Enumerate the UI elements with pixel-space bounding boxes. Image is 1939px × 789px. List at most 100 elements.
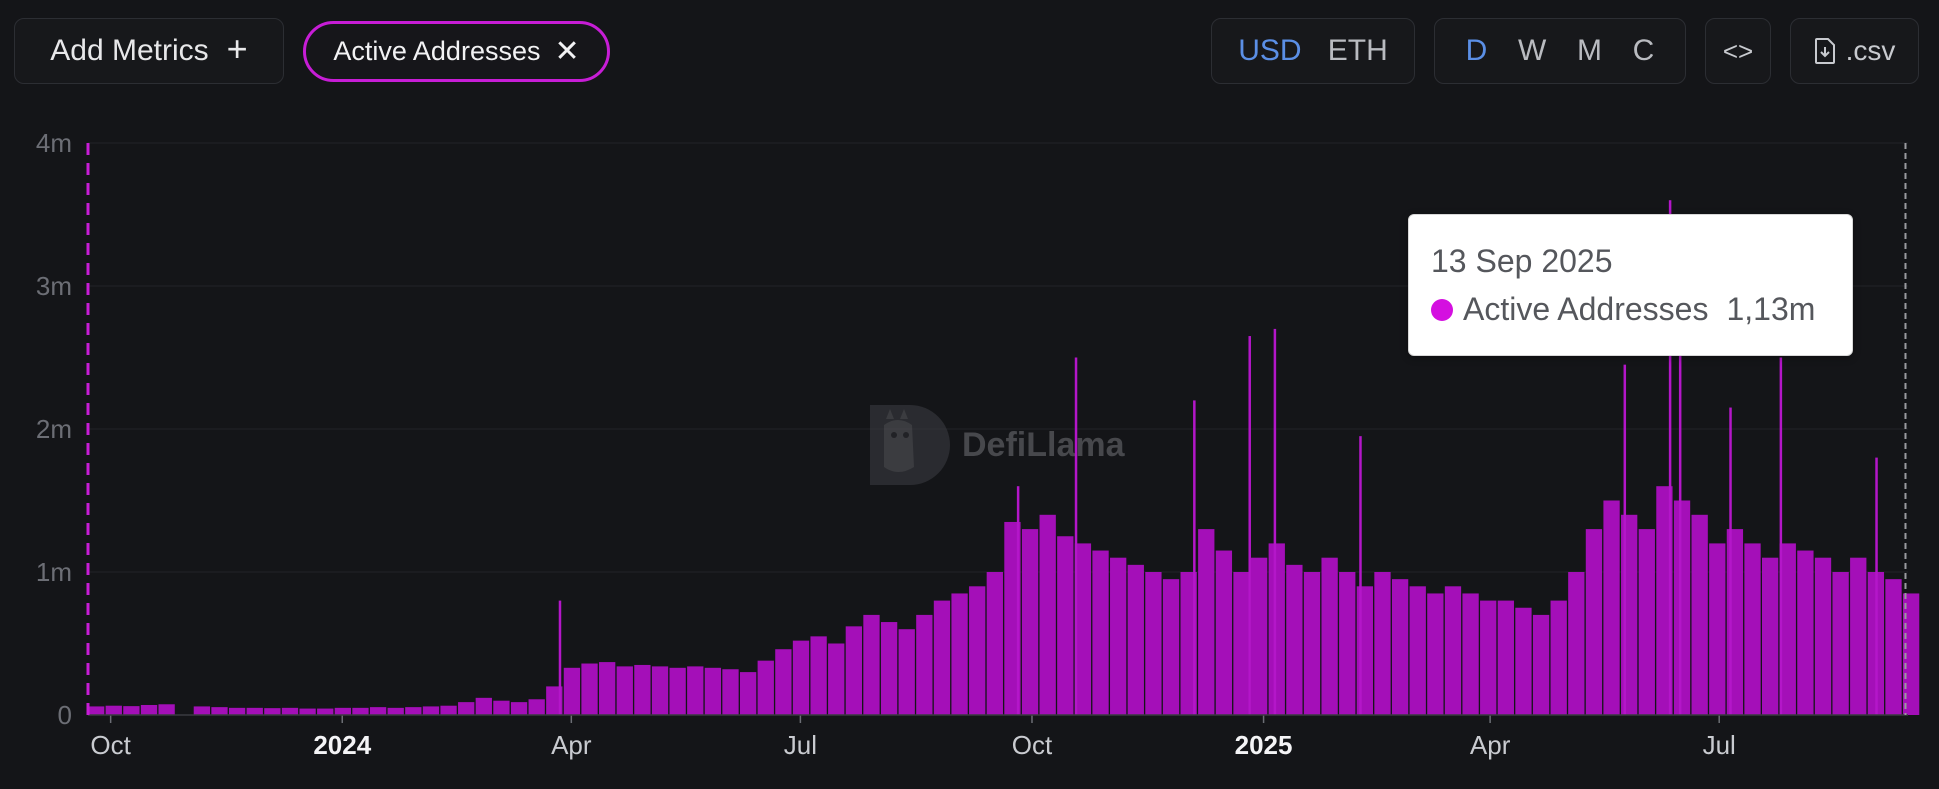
bar [1321,557,1338,715]
spike-bar [1016,486,1020,715]
bar [1585,529,1603,715]
bar-series [88,200,1920,715]
bar [193,706,211,715]
bar [1215,550,1233,715]
bar [1638,529,1655,715]
bar [792,640,810,715]
bar [440,705,457,715]
bar [563,667,581,715]
bar [211,707,228,715]
bar [369,707,387,715]
bar [1761,557,1779,715]
y-tick-label: 1m [36,557,72,587]
bar [105,705,122,715]
bar [1532,614,1550,715]
plus-icon: + [226,28,248,69]
bar [651,666,669,715]
bar [1339,572,1356,715]
interval-option-month[interactable]: M [1576,34,1602,67]
bar [1832,572,1849,715]
bar [1797,550,1814,715]
bar [1497,600,1514,715]
markers [86,143,1907,715]
bar [757,660,774,715]
bar [1673,500,1691,715]
bar [1480,600,1497,715]
tooltip-row: Active Addresses 1,13m [1431,291,1815,328]
active-addresses-chip[interactable]: Active Addresses ✕ [303,21,610,82]
x-axis: Oct 2024 Apr Jul Oct 2025 Apr Jul [88,714,1908,760]
bar [352,707,369,715]
currency-toggle: USD ETH [1211,18,1415,84]
bar [528,699,545,715]
currency-option-eth[interactable]: ETH [1327,34,1388,67]
bar [1621,514,1638,715]
bar [1356,586,1374,715]
tooltip-series-name: Active Addresses [1463,291,1709,327]
embed-button[interactable]: <> [1705,18,1771,84]
interval-toggle: D W M C [1434,18,1686,84]
bar [739,672,757,715]
interval-option-day[interactable]: D [1465,34,1488,67]
x-tick-label: Apr [1470,730,1511,760]
bar [123,706,140,715]
add-metrics-label: Add Metrics [50,34,209,67]
x-tick-label: Jul [1703,730,1736,760]
spike-bar [1729,407,1732,715]
bar [1145,572,1162,715]
bar [1515,607,1532,715]
interval-option-cumulative[interactable]: C [1632,34,1655,67]
bar [1885,579,1902,715]
bar [1603,500,1620,715]
bar [969,586,986,715]
spike-bar [1678,314,1682,715]
bar [1198,529,1215,715]
spike-bar [1273,328,1277,715]
bar [1709,543,1726,715]
bar [634,664,651,715]
bar [898,629,915,715]
bar [933,600,951,715]
bar [1303,572,1321,715]
bar [951,593,968,715]
y-axis: 0 1m 2m 3m 4m [36,128,72,730]
bar [1427,593,1444,715]
bar [264,708,281,715]
close-icon[interactable]: ✕ [554,34,580,68]
bar [1726,529,1744,715]
code-icon: <> [1722,35,1754,66]
csv-label: .csv [1845,35,1896,66]
chip-label: Active Addresses [333,36,541,66]
bar [510,702,528,715]
y-tick-label: 2m [36,414,72,444]
bar [863,614,880,715]
bar [334,707,351,715]
bar [1814,557,1832,715]
bar [845,626,863,715]
bar [1286,564,1303,715]
bar [1004,521,1021,715]
add-metrics-button[interactable]: Add Metrics + [14,18,284,84]
y-tick-label: 0 [58,700,72,730]
spike-bar [1074,357,1078,715]
currency-option-usd[interactable]: USD [1238,34,1302,67]
x-tick-label: Apr [551,730,592,760]
bar [1550,600,1567,715]
bar [1656,486,1673,715]
bar [775,649,792,715]
bar [722,669,739,715]
bar [1039,514,1056,715]
spike-bar [1875,457,1878,715]
bar [1902,593,1920,715]
bar [299,708,316,715]
bar [1374,572,1391,715]
spike-bar [558,600,562,715]
bar [1268,543,1285,715]
active-addresses-chart[interactable]: DefiLlama 0 1m 2m 3m 4m Oct 2024 Apr Jul Oct 2025… [0,100,1939,789]
spike-bar [1248,336,1251,715]
watermark-text: DefiLlama [962,426,1126,464]
download-csv-button[interactable]: .csv [1790,18,1919,84]
download-file-icon [1814,38,1835,64]
interval-option-week[interactable]: W [1517,34,1547,67]
bar [458,702,475,715]
